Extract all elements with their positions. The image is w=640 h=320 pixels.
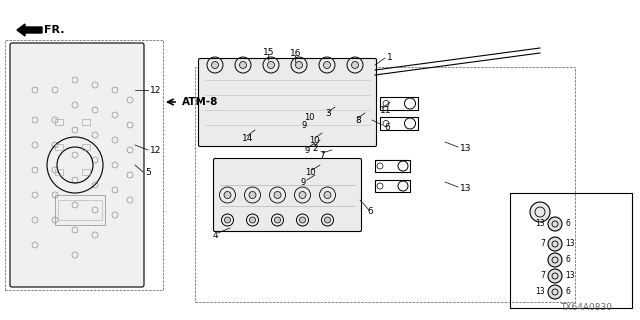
- Text: 13: 13: [565, 271, 575, 281]
- Circle shape: [548, 217, 562, 231]
- Text: 7: 7: [540, 239, 545, 249]
- Circle shape: [299, 191, 306, 198]
- Circle shape: [250, 217, 255, 223]
- Circle shape: [324, 191, 331, 198]
- Text: 3: 3: [325, 108, 331, 117]
- Bar: [82, 144, 90, 150]
- FancyBboxPatch shape: [10, 43, 144, 287]
- FancyBboxPatch shape: [214, 158, 362, 231]
- Bar: [55, 195, 105, 225]
- Text: 10: 10: [304, 113, 314, 122]
- Text: 9: 9: [304, 146, 309, 155]
- Text: ATM-8: ATM-8: [182, 97, 218, 107]
- Text: 8: 8: [355, 116, 361, 124]
- Circle shape: [323, 61, 330, 68]
- Text: 13: 13: [460, 143, 472, 153]
- Bar: [375, 160, 410, 172]
- Circle shape: [548, 285, 562, 299]
- Text: 12: 12: [150, 146, 161, 155]
- Circle shape: [351, 61, 358, 68]
- Circle shape: [548, 253, 562, 267]
- Text: 16: 16: [290, 49, 301, 58]
- Text: 12: 12: [150, 85, 161, 94]
- Circle shape: [249, 191, 256, 198]
- Bar: [510, 193, 632, 308]
- Circle shape: [530, 202, 550, 222]
- Text: 11: 11: [380, 106, 392, 115]
- Text: 6: 6: [565, 287, 570, 297]
- Circle shape: [239, 61, 246, 68]
- Circle shape: [324, 217, 330, 223]
- Text: 7: 7: [319, 150, 324, 159]
- Text: 10: 10: [305, 167, 316, 177]
- Text: 6: 6: [367, 207, 372, 217]
- Circle shape: [274, 191, 281, 198]
- Bar: [55, 169, 63, 175]
- Bar: [82, 169, 90, 175]
- Text: FR.: FR.: [44, 25, 65, 35]
- Text: 9: 9: [301, 121, 307, 130]
- Circle shape: [548, 269, 562, 283]
- Text: 6: 6: [565, 220, 570, 228]
- Bar: [195, 67, 575, 302]
- Circle shape: [224, 191, 231, 198]
- Text: 1: 1: [387, 52, 393, 61]
- Bar: [380, 97, 418, 110]
- Text: 6: 6: [565, 255, 570, 265]
- Text: 13: 13: [536, 220, 545, 228]
- FancyBboxPatch shape: [198, 59, 376, 147]
- Circle shape: [296, 61, 303, 68]
- Bar: [55, 144, 63, 150]
- Text: 4: 4: [213, 230, 219, 239]
- Text: 13: 13: [460, 183, 472, 193]
- Text: 13: 13: [536, 287, 545, 297]
- Bar: [380, 117, 418, 130]
- Text: 7: 7: [540, 271, 545, 281]
- FancyArrow shape: [17, 24, 42, 36]
- Circle shape: [225, 217, 230, 223]
- Bar: [5, 40, 163, 290]
- Bar: [375, 180, 410, 192]
- Circle shape: [275, 217, 280, 223]
- Circle shape: [268, 61, 275, 68]
- Bar: [55, 119, 63, 125]
- Text: 5: 5: [145, 167, 151, 177]
- Circle shape: [300, 217, 305, 223]
- Text: 14: 14: [242, 133, 253, 142]
- Text: 2: 2: [312, 143, 317, 153]
- Circle shape: [548, 237, 562, 251]
- Circle shape: [211, 61, 218, 68]
- Text: 15: 15: [263, 47, 275, 57]
- Text: 10: 10: [309, 135, 319, 145]
- Text: 13: 13: [565, 239, 575, 249]
- Text: 9: 9: [300, 178, 305, 187]
- Bar: [58, 200, 102, 220]
- Bar: [82, 119, 90, 125]
- Text: TX64A0830: TX64A0830: [560, 303, 612, 312]
- Text: 6: 6: [384, 123, 390, 132]
